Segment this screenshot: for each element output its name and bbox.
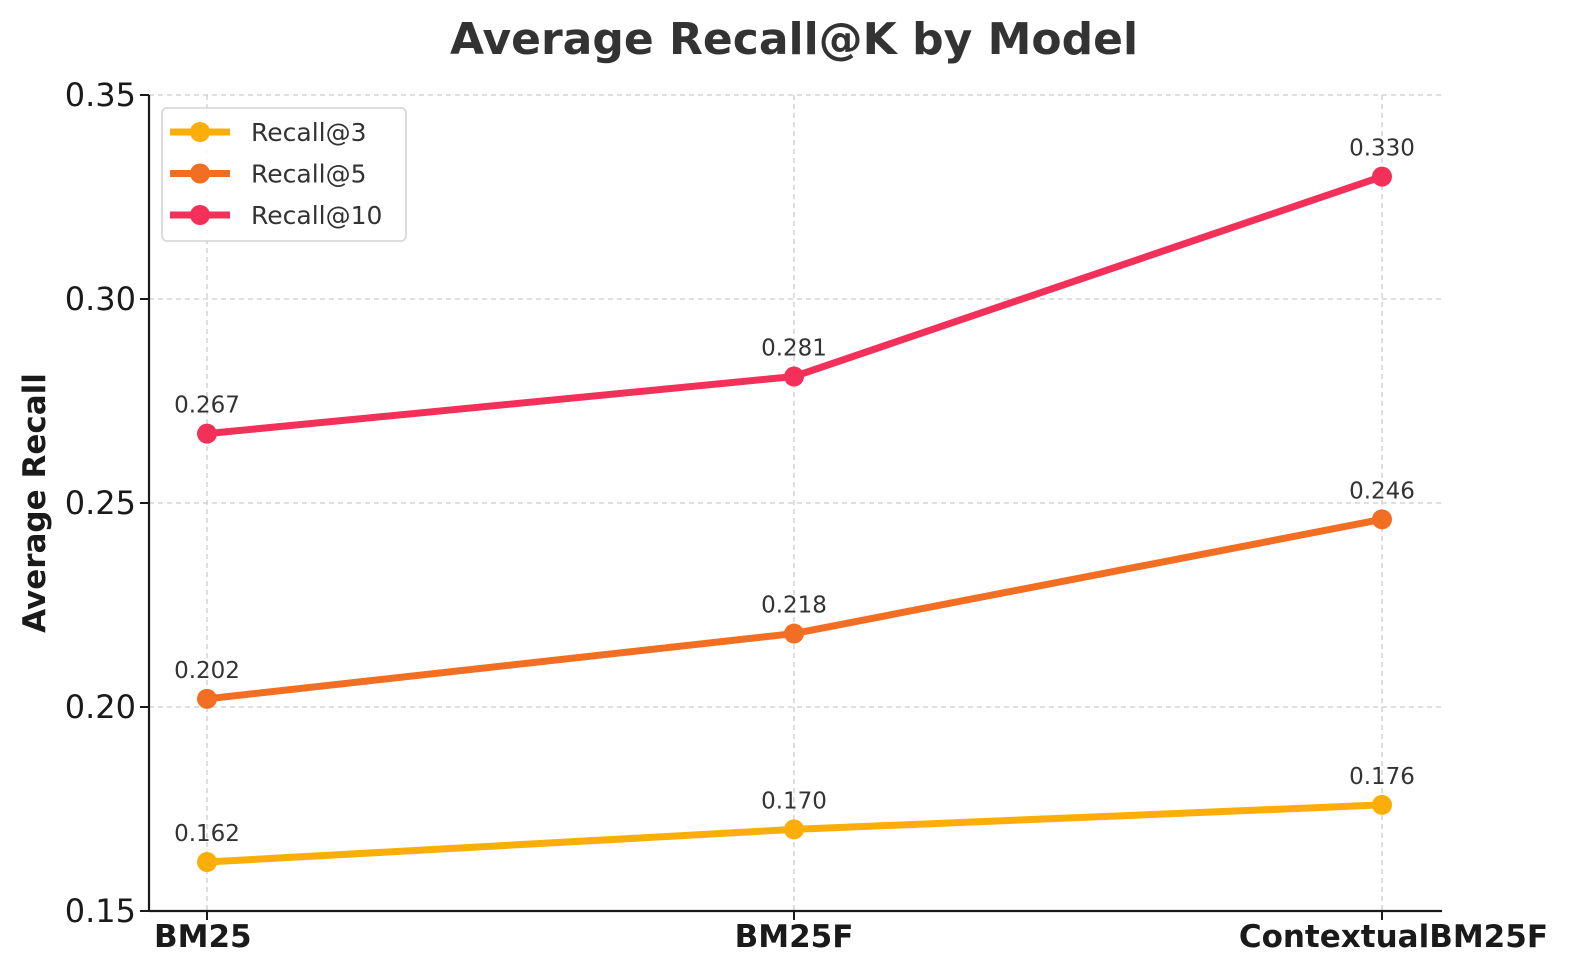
data-point xyxy=(197,423,217,444)
data-point xyxy=(784,623,804,644)
data-label: 0.162 xyxy=(174,821,240,847)
data-label: 0.330 xyxy=(1349,136,1415,162)
data-label: 0.281 xyxy=(761,336,827,362)
y-tick-label: 0.25 xyxy=(65,484,136,522)
x-tick-label: BM25F xyxy=(735,919,854,955)
data-point xyxy=(784,819,804,840)
data-label: 0.218 xyxy=(761,593,827,619)
legend: Recall@3 Recall@5 Recall@10 xyxy=(161,107,407,242)
y-axis-label: Average Recall xyxy=(17,373,53,633)
axes: 0.15 0.20 0.25 0.30 0.35 BM25 BM25F ContextualB… xyxy=(65,76,1548,955)
data-point xyxy=(784,366,804,387)
legend-label: Recall@5 xyxy=(251,160,367,189)
x-tick-label: ContextualBM25F xyxy=(1239,919,1548,955)
data-point xyxy=(1372,166,1392,187)
x-tick-label: BM25 xyxy=(154,919,252,955)
legend-swatch-marker xyxy=(190,205,210,225)
y-tick-label: 0.15 xyxy=(65,892,136,930)
data-point xyxy=(197,688,217,709)
chart-title: Average Recall@K by Model xyxy=(450,14,1138,65)
data-label: 0.176 xyxy=(1349,764,1415,790)
legend-swatch-marker xyxy=(190,122,210,142)
legend-swatch-marker xyxy=(190,163,210,184)
y-tick-label: 0.35 xyxy=(65,76,136,114)
data-label: 0.246 xyxy=(1349,478,1415,504)
y-tick-label: 0.20 xyxy=(65,688,136,726)
y-tick-label: 0.30 xyxy=(65,280,136,318)
legend-label: Recall@10 xyxy=(251,201,382,230)
data-point xyxy=(197,852,217,873)
legend-label: Recall@3 xyxy=(251,118,367,147)
data-label: 0.202 xyxy=(174,658,240,684)
series-lines xyxy=(197,166,1392,873)
legend-box xyxy=(161,107,407,242)
data-label: 0.170 xyxy=(761,788,827,814)
data-point xyxy=(1372,794,1392,815)
data-label: 0.267 xyxy=(174,393,240,419)
data-point xyxy=(1372,509,1392,530)
data-labels: 0.162 0.170 0.176 0.202 0.218 0.246 0.267 0.281… xyxy=(174,136,1415,847)
